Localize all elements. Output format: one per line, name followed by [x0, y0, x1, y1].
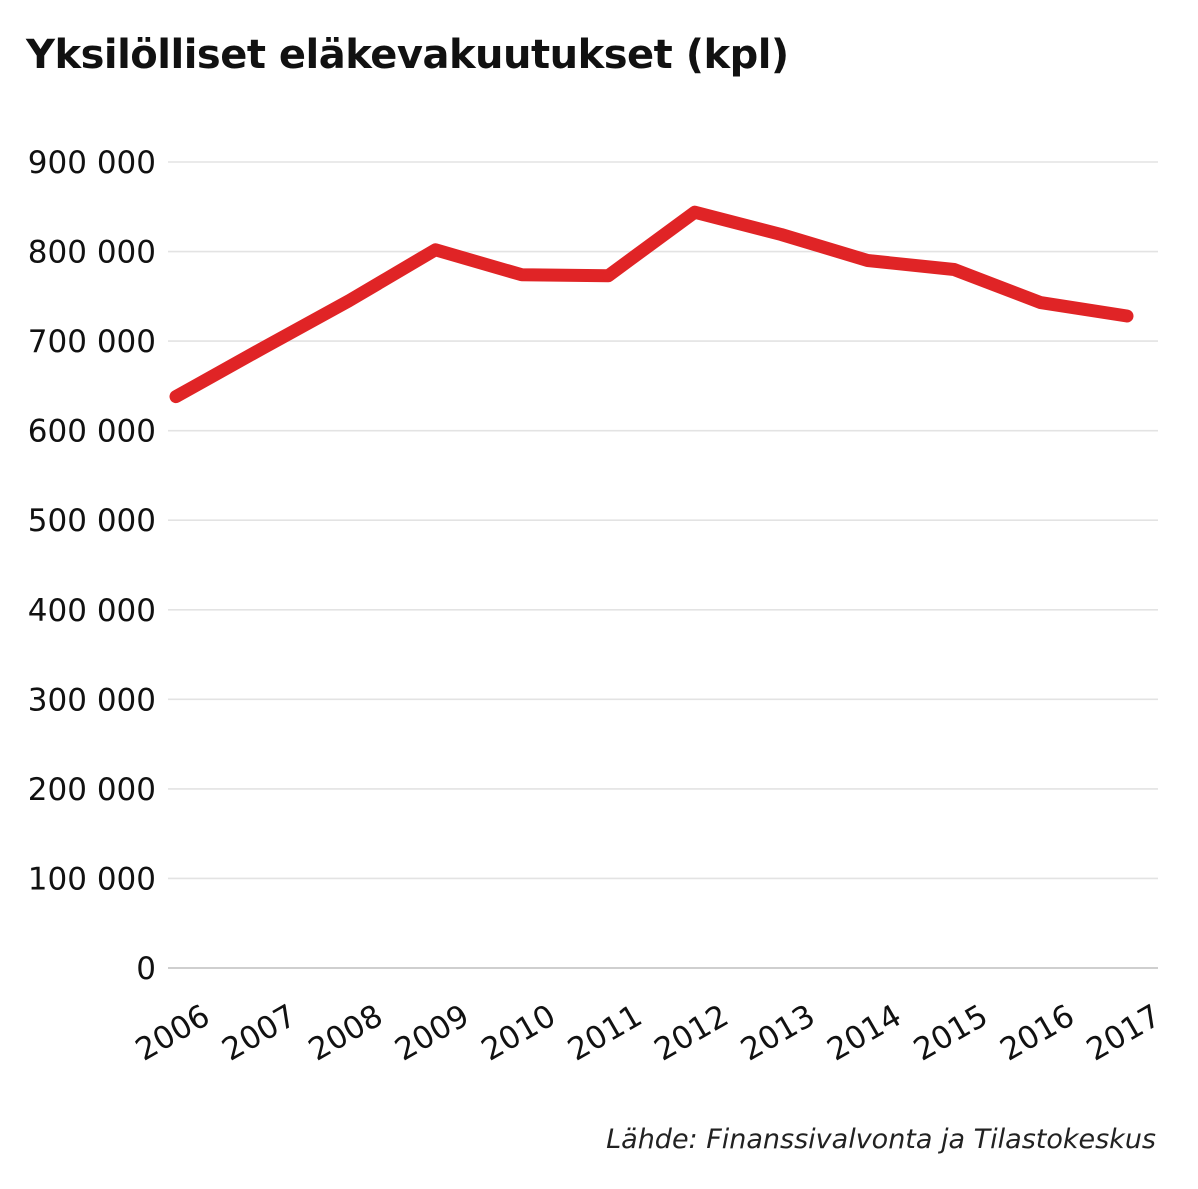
x-tick-label: 2016 — [994, 998, 1080, 1069]
data-point — [948, 263, 961, 276]
y-tick-label: 600 000 — [28, 414, 156, 450]
x-tick-label: 2011 — [562, 998, 648, 1069]
gridlines — [168, 161, 1158, 969]
y-tick-label: 800 000 — [28, 235, 156, 271]
data-point — [342, 294, 355, 307]
data-point — [515, 268, 528, 281]
y-tick-label: 300 000 — [28, 682, 156, 718]
data-point — [861, 254, 874, 267]
y-tick-label: 400 000 — [28, 593, 156, 629]
y-tick-label: 500 000 — [28, 503, 156, 539]
source-note: Lähde: Finanssivalvonta ja Tilastokeskus — [606, 1124, 1156, 1155]
x-tick-label: 2015 — [908, 998, 994, 1069]
x-tick-label: 2006 — [130, 998, 216, 1069]
x-tick-label: 2009 — [389, 998, 475, 1069]
y-tick-label: 900 000 — [28, 145, 156, 181]
x-tick-label: 2013 — [735, 998, 821, 1069]
data-point — [1121, 310, 1133, 323]
x-tick-label: 2014 — [821, 998, 907, 1069]
data-point — [256, 342, 269, 355]
x-tick-label: 2007 — [216, 998, 302, 1069]
series-line — [169, 205, 1134, 404]
y-tick-label: 0 — [136, 951, 156, 987]
data-point — [429, 243, 442, 256]
x-tick-label: 2008 — [303, 998, 389, 1069]
x-tick-label: 2010 — [475, 998, 561, 1069]
data-point — [688, 206, 701, 219]
y-tick-label: 700 000 — [28, 324, 156, 360]
data-point — [775, 228, 788, 241]
chart-title: Yksilölliset eläkevakuutukset (kpl) — [26, 32, 789, 78]
y-tick-label: 200 000 — [28, 772, 156, 808]
series-lines — [169, 205, 1134, 404]
data-point — [170, 390, 182, 403]
x-axis-tick-labels: 2006 2007 2008 2009 2010 2011 2012 2013 2014 2015… — [130, 998, 1167, 1069]
x-tick-label: 2017 — [1081, 998, 1167, 1069]
data-point — [1034, 296, 1047, 309]
y-tick-label: 100 000 — [28, 861, 156, 897]
y-axis-tick-labels: 0 100 000 200 000 300 000 400 000 500 000 600 … — [28, 145, 156, 987]
data-point — [602, 269, 615, 282]
x-tick-label: 2012 — [648, 998, 734, 1069]
